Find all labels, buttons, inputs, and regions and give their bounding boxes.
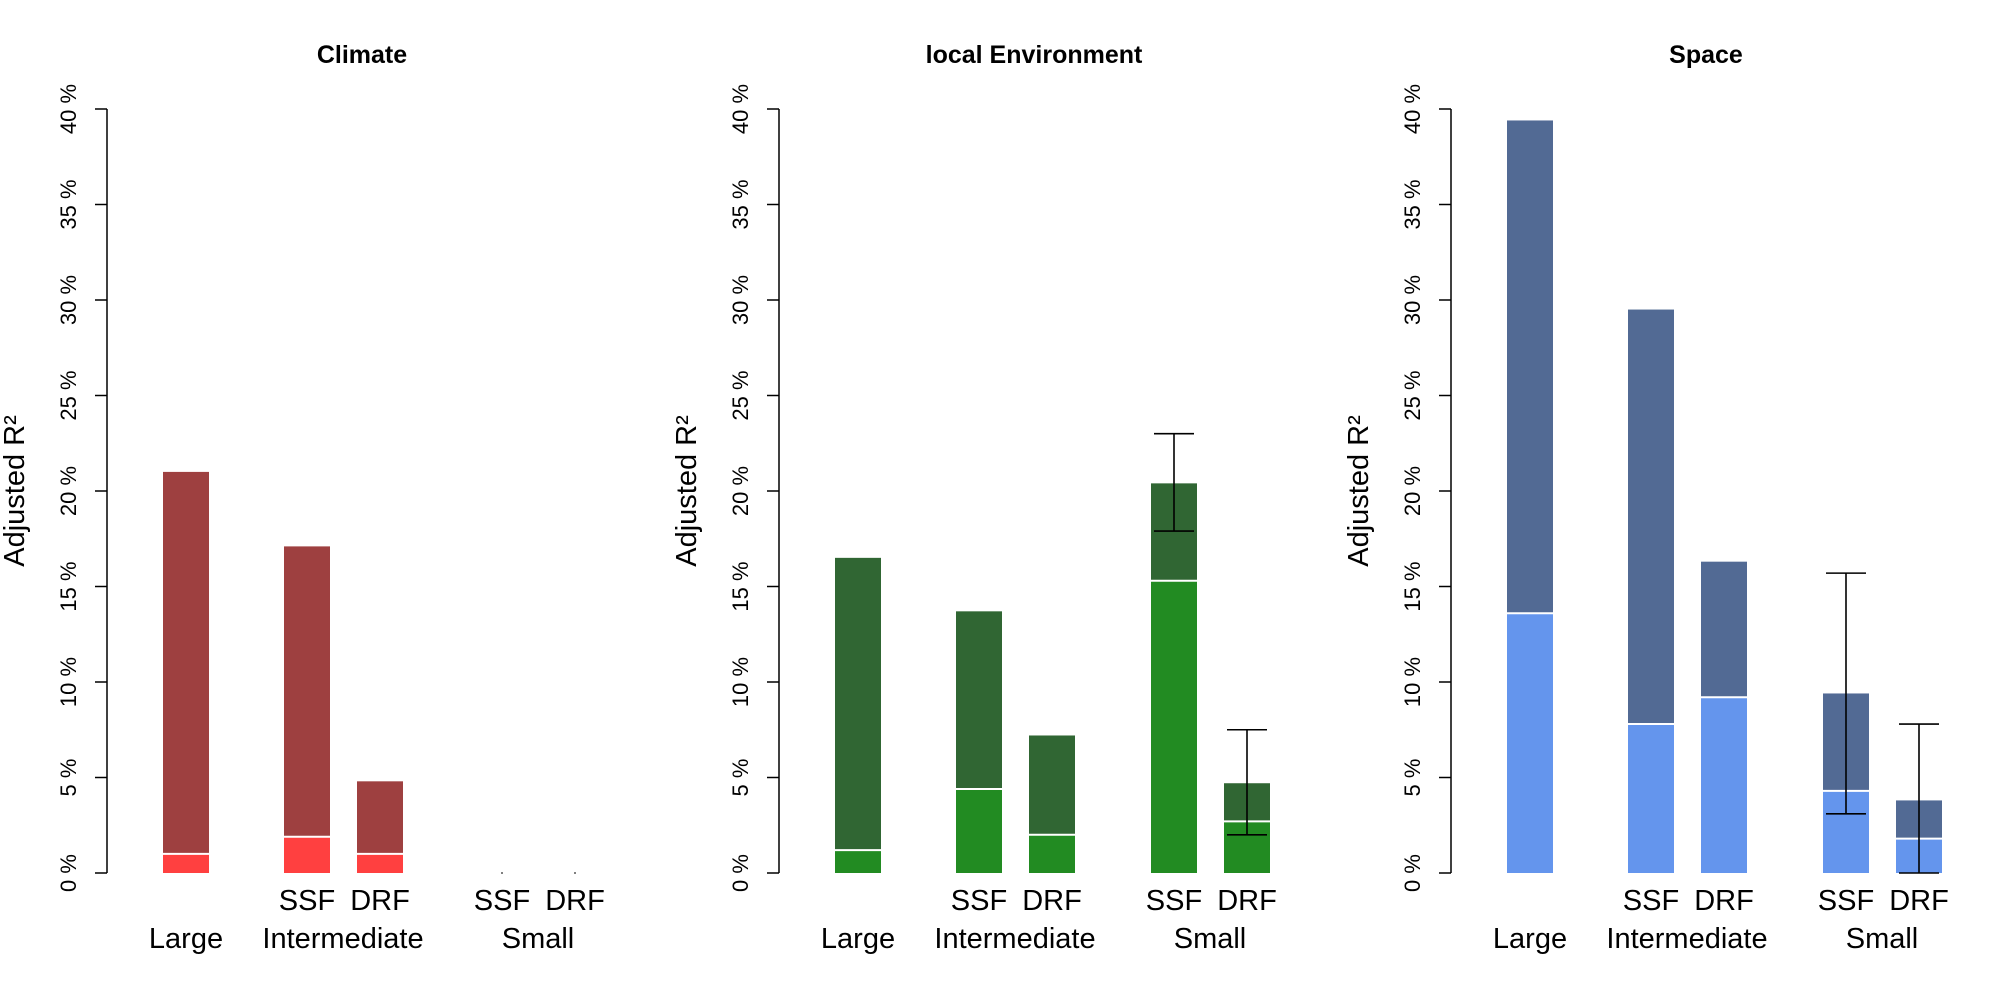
group-label: Intermediate	[934, 923, 1095, 955]
bar-segment-upper	[1701, 561, 1747, 698]
bar-segment-lower	[163, 853, 209, 873]
bar-segment-lower	[1151, 580, 1197, 873]
panel-title: Space	[1669, 41, 1743, 69]
y-tick-label: 35 %	[56, 179, 81, 229]
bar-label: DRF	[545, 885, 605, 917]
y-tick-label: 40 %	[1400, 84, 1425, 134]
bar-segment-lower	[835, 850, 881, 873]
y-tick-label: 20 %	[728, 466, 753, 516]
y-tick-label: 20 %	[1400, 466, 1425, 516]
group-label: Small	[502, 923, 575, 955]
bar-segment-upper	[835, 557, 881, 851]
y-tick-label: 10 %	[1400, 657, 1425, 707]
y-tick-label: 15 %	[1400, 561, 1425, 611]
bar-label: SSF	[279, 885, 335, 917]
y-tick-label: 15 %	[728, 561, 753, 611]
y-tick-label: 25 %	[56, 370, 81, 420]
bar-label: SSF	[951, 885, 1007, 917]
bar-segment-lower	[1628, 724, 1674, 873]
y-tick-label: 25 %	[1400, 370, 1425, 420]
error-bar	[1154, 432, 1194, 532]
bar-label: SSF	[1623, 885, 1679, 917]
group-label: Intermediate	[1606, 923, 1767, 955]
bar-segment-upper	[1628, 309, 1674, 725]
y-tick-label: 0 %	[1400, 854, 1425, 892]
group-label: Intermediate	[262, 923, 423, 955]
bar-label: DRF	[1889, 885, 1949, 917]
y-tick-label: 30 %	[56, 275, 81, 325]
bar-label: DRF	[1694, 885, 1754, 917]
y-axis-title: Adjusted R²	[1343, 415, 1375, 567]
bar-segment-upper	[1507, 120, 1553, 614]
y-tick-label: 40 %	[56, 84, 81, 134]
chart-panel-2: local Environment 0 % 5 % 10 % 15 % 20 % 25 % 3…	[671, 41, 1277, 955]
y-tick-label: 20 %	[56, 466, 81, 516]
bar-segment-lower	[284, 836, 330, 873]
y-tick-label: 30 %	[1400, 275, 1425, 325]
panel-title: local Environment	[926, 41, 1143, 69]
y-tick-label: 35 %	[728, 179, 753, 229]
chart-panel-3: Space 0 % 5 % 10 % 15 % 20 % 25 % 30 % 35 % 40 % A…	[1343, 41, 1949, 955]
y-axis-title: Adjusted R²	[0, 415, 31, 567]
bar-segment-lower	[1701, 697, 1747, 873]
bar-label: DRF	[1217, 885, 1277, 917]
y-tick-label: 10 %	[56, 657, 81, 707]
y-tick-label: 5 %	[728, 759, 753, 797]
error-bar	[1227, 728, 1267, 836]
bar-label: DRF	[350, 885, 410, 917]
bar-segment-upper	[956, 611, 1002, 789]
bar-label: SSF	[474, 885, 530, 917]
group-label: Small	[1846, 923, 1919, 955]
panel-title: Climate	[317, 41, 407, 69]
group-label: Large	[1493, 923, 1567, 955]
bar-segment-lower	[357, 853, 403, 873]
bar-label: SSF	[1818, 885, 1874, 917]
y-tick-label: 40 %	[728, 84, 753, 134]
y-tick-label: 0 %	[728, 854, 753, 892]
bar-segment-upper	[1029, 735, 1075, 835]
y-tick-label: 25 %	[728, 370, 753, 420]
bar-label: DRF	[1022, 885, 1082, 917]
group-label: Small	[1174, 923, 1247, 955]
y-tick-label: 5 %	[56, 759, 81, 797]
group-label: Large	[821, 923, 895, 955]
y-tick-label: 5 %	[1400, 759, 1425, 797]
bar-segment-upper	[163, 471, 209, 854]
bar-segment-lower	[1029, 834, 1075, 873]
chart-panel-1: Climate 0 % 5 % 10 % 15 % 20 % 25 % 30 % 35 % 40 …	[0, 41, 605, 955]
bar-label: SSF	[1146, 885, 1202, 917]
y-axis-title: Adjusted R²	[671, 415, 703, 567]
bar-segment-upper	[357, 781, 403, 854]
error-bar	[1899, 723, 1939, 874]
y-tick-label: 10 %	[728, 657, 753, 707]
error-bar	[1826, 572, 1866, 815]
y-tick-label: 0 %	[56, 854, 81, 892]
bar-segment-lower	[956, 788, 1002, 873]
y-tick-label: 15 %	[56, 561, 81, 611]
y-tick-label: 35 %	[1400, 179, 1425, 229]
bar-segment-lower	[1507, 613, 1553, 873]
group-label: Large	[149, 923, 223, 955]
bar-segment-upper	[284, 546, 330, 837]
y-tick-label: 30 %	[728, 275, 753, 325]
